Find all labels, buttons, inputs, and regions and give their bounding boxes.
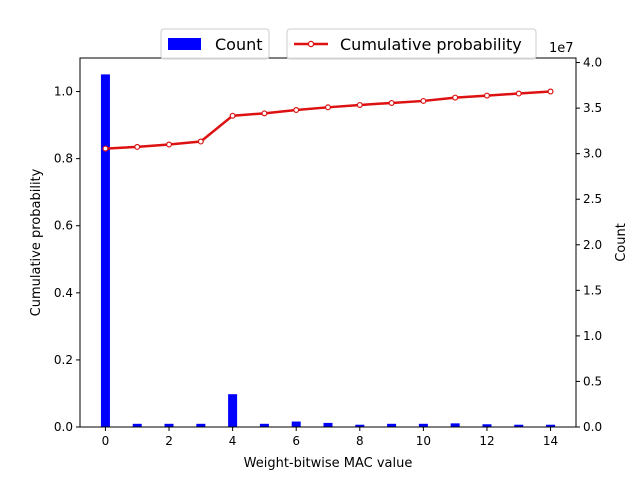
point-cumulative-2	[166, 141, 173, 148]
left-y-tick-label-0.8: 0.8	[54, 152, 73, 166]
bar-count-9	[387, 423, 397, 427]
left-y-tick-label-0.6: 0.6	[54, 219, 73, 233]
point-cumulative-3	[197, 138, 204, 145]
x-axis: 0 2 4 6 8 10 12 14	[102, 427, 558, 448]
right-y-tick-label-1.5: 1.5	[583, 283, 602, 297]
bar-count-7	[323, 422, 333, 427]
left-y-tick-label-0.2: 0.2	[54, 353, 73, 367]
line-series-cumulative-probability	[102, 88, 554, 152]
bar-series-count	[100, 74, 556, 428]
point-cumulative-10	[420, 97, 427, 104]
bar-count-0	[100, 74, 110, 428]
left-y-tick-label-0.0: 0.0	[54, 420, 73, 434]
left-y-axis: 0.0 0.2 0.4 0.6 0.8 1.0	[54, 85, 80, 434]
bar-count-14	[546, 424, 556, 427]
point-cumulative-11	[452, 94, 459, 101]
legend: Count Cumulative probability	[160, 28, 537, 60]
bar-count-3	[196, 423, 206, 427]
bar-count-2	[164, 423, 174, 427]
x-tick-label-12: 12	[479, 434, 494, 448]
x-tick-label-10: 10	[416, 434, 431, 448]
x-tick-label-6: 6	[292, 434, 300, 448]
bar-count-6	[291, 421, 301, 427]
point-cumulative-1	[134, 143, 141, 150]
right-y-tick-label-0.5: 0.5	[583, 374, 602, 388]
left-y-axis-label: Cumulative probability	[29, 168, 44, 316]
point-cumulative-5	[261, 110, 268, 117]
point-cumulative-0	[102, 145, 109, 152]
legend-label-count: Count	[215, 35, 263, 54]
right-y-axis-label: Count	[614, 223, 629, 262]
point-cumulative-12	[483, 92, 490, 99]
bar-count-1	[132, 423, 142, 427]
right-y-tick-label-1.0: 1.0	[583, 329, 602, 343]
point-cumulative-4	[229, 112, 236, 119]
left-y-tick-label-0.4: 0.4	[54, 286, 73, 300]
x-tick-label-4: 4	[229, 434, 237, 448]
x-tick-label-14: 14	[543, 434, 558, 448]
right-axis-offset-label: 1e7	[549, 41, 574, 56]
point-cumulative-14	[547, 88, 554, 95]
right-y-axis: 0.0 0.5 1.0 1.5 2.0 2.5 3.0 3.5 4.0	[576, 56, 602, 434]
bar-count-8	[355, 424, 365, 427]
bar-count-12	[482, 424, 492, 427]
right-y-tick-label-3.0: 3.0	[583, 147, 602, 161]
point-cumulative-7	[325, 104, 332, 111]
bar-count-5	[259, 423, 269, 427]
bar-count-11	[450, 423, 460, 427]
right-y-tick-label-0.0: 0.0	[583, 420, 602, 434]
legend-marker-cumulative	[307, 40, 315, 48]
x-tick-label-8: 8	[356, 434, 364, 448]
legend-swatch-count	[168, 38, 201, 50]
right-y-tick-label-2.0: 2.0	[583, 238, 602, 252]
x-axis-label: Weight-bitwise MAC value	[244, 456, 413, 471]
right-y-tick-label-4.0: 4.0	[583, 56, 602, 70]
right-y-tick-label-3.5: 3.5	[583, 101, 602, 115]
point-cumulative-9	[388, 99, 395, 106]
bar-count-4	[228, 394, 238, 427]
x-tick-label-0: 0	[102, 434, 110, 448]
legend-label-cumulative: Cumulative probability	[340, 35, 522, 54]
point-cumulative-6	[293, 106, 300, 113]
left-y-tick-label-1.0: 1.0	[54, 85, 73, 99]
point-cumulative-8	[356, 101, 363, 108]
x-tick-label-2: 2	[165, 434, 173, 448]
legend-box-cumulative	[286, 28, 537, 60]
point-cumulative-13	[515, 90, 522, 97]
right-y-tick-label-2.5: 2.5	[583, 192, 602, 206]
bar-count-10	[418, 423, 428, 427]
legend-box-count	[160, 28, 270, 60]
bar-count-13	[514, 424, 524, 427]
